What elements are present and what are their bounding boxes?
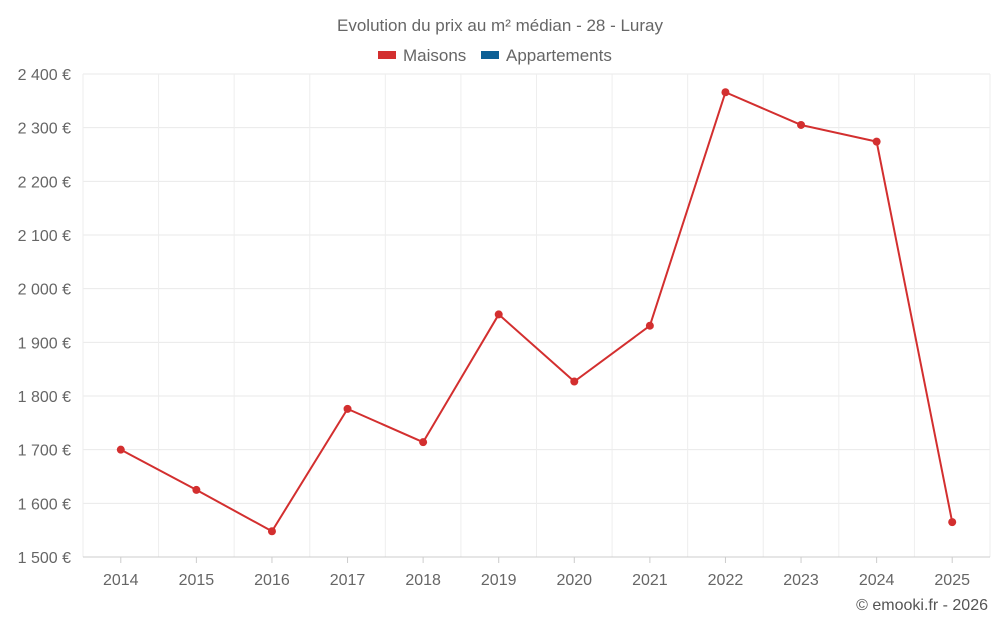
x-tick-label: 2018 <box>405 572 441 589</box>
data-point[interactable] <box>494 310 503 319</box>
legend: Maisons Appartements <box>378 46 612 65</box>
data-point[interactable] <box>192 485 201 494</box>
data-point[interactable] <box>116 445 125 454</box>
data-point[interactable] <box>343 404 352 413</box>
y-tick-label: 2 000 € <box>18 282 71 299</box>
y-tick-label: 2 400 € <box>18 67 71 84</box>
data-point[interactable] <box>872 137 881 146</box>
y-tick-label: 1 800 € <box>18 389 71 406</box>
x-tick-label: 2016 <box>254 572 290 589</box>
x-tick-label: 2014 <box>103 572 139 589</box>
y-tick-label: 2 200 € <box>18 174 71 191</box>
y-tick-label: 1 900 € <box>18 335 71 352</box>
y-tick-label: 1 700 € <box>18 443 71 460</box>
chart-title: Evolution du prix au m² médian - 28 - Lu… <box>337 16 663 35</box>
gridlines <box>82 73 991 558</box>
x-tick-label: 2015 <box>179 572 215 589</box>
y-tick-label: 2 100 € <box>18 228 71 245</box>
x-tick-label: 2024 <box>859 572 895 589</box>
data-point[interactable] <box>948 518 957 527</box>
series-layer <box>116 88 957 536</box>
data-point[interactable] <box>419 438 428 447</box>
data-point[interactable] <box>797 120 806 129</box>
y-tick-label: 1 600 € <box>18 496 71 513</box>
x-tick-label: 2017 <box>330 572 366 589</box>
x-tick-label: 2019 <box>481 572 517 589</box>
series-line-0 <box>120 91 954 533</box>
x-tick-label: 2022 <box>708 572 744 589</box>
legend-swatch-maisons <box>378 51 396 59</box>
data-point[interactable] <box>267 527 276 536</box>
y-axis: 1 500 € 1 600 € 1 700 € 1 800 € 1 900 € 2 000… <box>18 67 71 567</box>
x-tick-label: 2025 <box>934 572 970 589</box>
data-point[interactable] <box>570 377 579 386</box>
legend-item-appartements[interactable]: Appartements <box>481 46 612 65</box>
credit-text: © emooki.fr - 2026 <box>856 597 988 614</box>
legend-swatch-appartements <box>481 51 499 59</box>
data-point[interactable] <box>721 88 730 97</box>
y-tick-label: 2 300 € <box>18 121 71 138</box>
legend-label-appartements: Appartements <box>506 46 612 65</box>
x-axis: 2014 2015 2016 2017 2018 2019 2020 2021 2022 2023… <box>83 556 990 589</box>
y-tick-label: 1 500 € <box>18 550 71 567</box>
legend-label-maisons: Maisons <box>403 46 466 65</box>
legend-item-maisons[interactable]: Maisons <box>378 46 466 65</box>
data-point[interactable] <box>645 321 654 330</box>
x-tick-label: 2023 <box>783 572 819 589</box>
x-tick-label: 2021 <box>632 572 668 589</box>
x-tick-label: 2020 <box>556 572 592 589</box>
